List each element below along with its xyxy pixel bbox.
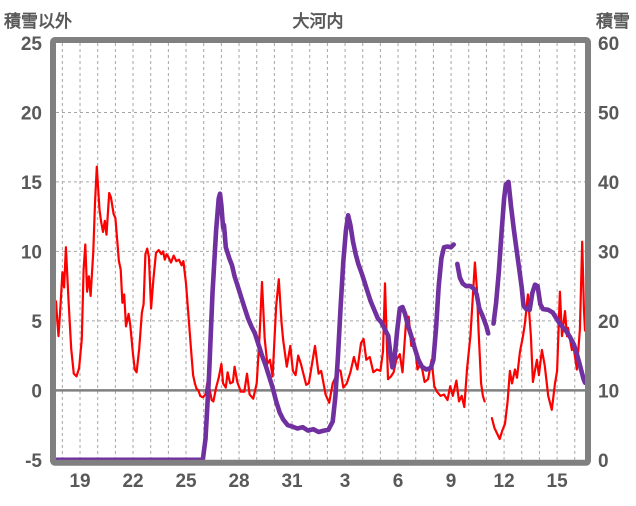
- right-axis-tick: 10: [598, 381, 619, 402]
- series-line-red: [54, 165, 486, 409]
- right-axis-tick: 20: [598, 312, 619, 333]
- series-line-purple: [53, 191, 457, 463]
- series-line-purple: [491, 179, 588, 386]
- left-axis-tick: 0: [31, 381, 42, 402]
- right-axis-tick: 40: [598, 173, 619, 194]
- x-axis-tick: 31: [281, 471, 303, 492]
- left-axis-tick: 5: [31, 312, 42, 333]
- x-axis-tick: 28: [228, 471, 249, 492]
- series-line-purple: [454, 261, 491, 336]
- left-axis-title: 積雪以外: [4, 12, 72, 31]
- x-axis-tick: 15: [547, 471, 569, 492]
- left-axis-tick: 10: [21, 242, 42, 263]
- x-axis-tick: 22: [122, 471, 143, 492]
- right-axis-tick: 50: [598, 103, 619, 124]
- left-axis-tick: 20: [21, 103, 42, 124]
- plot-frame: [50, 37, 591, 466]
- left-axis-tick: -5: [25, 451, 42, 472]
- left-axis-tick: 25: [21, 34, 43, 55]
- x-axis-tick: 9: [446, 471, 457, 492]
- x-axis-tick: 3: [340, 471, 351, 492]
- right-axis-tick: 60: [598, 34, 619, 55]
- x-axis-tick: 19: [69, 471, 90, 492]
- right-axis-tick: 30: [598, 242, 619, 263]
- x-axis-tick: 25: [175, 471, 197, 492]
- x-axis-tick: 12: [494, 471, 515, 492]
- right-axis-tick: 0: [598, 451, 609, 472]
- chart-title: 大河内: [292, 12, 344, 31]
- x-axis-tick: 6: [393, 471, 404, 492]
- left-axis-tick: 15: [21, 173, 43, 194]
- right-axis-title: 積雪: [596, 12, 630, 31]
- series-line-red: [490, 240, 587, 441]
